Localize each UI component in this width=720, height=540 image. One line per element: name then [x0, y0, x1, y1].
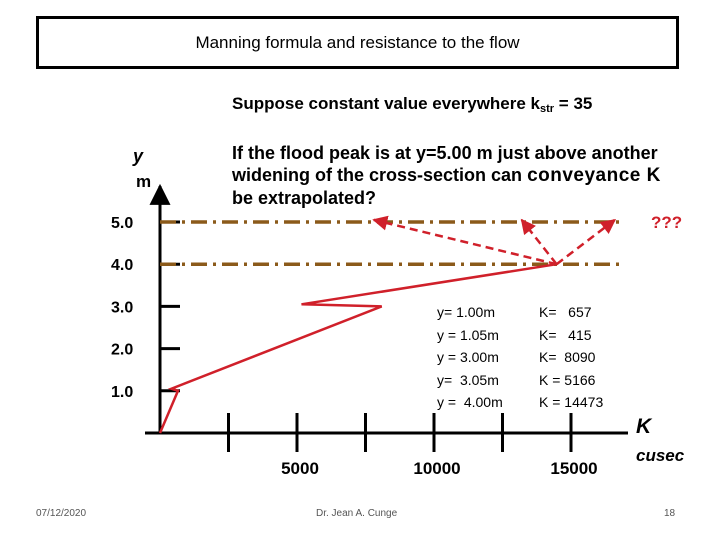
table-row: y = 3.00m K= 8090	[437, 346, 603, 369]
table-cell-k: K= 657	[539, 304, 592, 320]
series-line	[158, 262, 557, 434]
x-tick-label: 5000	[281, 459, 319, 478]
slide-title: Manning formula and resistance to the fl…	[36, 16, 679, 69]
assumption-subscript: str	[540, 103, 555, 115]
question-line-1: If the flood peak is at y=5.00 m just ab…	[232, 143, 658, 163]
table-cell-k: K = 14473	[539, 394, 604, 410]
y-axis-label-symbol: y	[132, 146, 144, 166]
table-cell-k: K = 5166	[539, 371, 596, 388]
extrapolation-arrow	[372, 215, 557, 266]
x-tick-label: 15000	[550, 459, 597, 478]
table-cell-y: y = 1.05m	[437, 326, 499, 343]
table-cell-k: K= 8090	[539, 349, 596, 365]
table-cell-y: y= 1.00m	[437, 304, 495, 320]
extrapolation-arrow	[520, 218, 558, 265]
table-row: y = 4.00m K = 14473	[437, 391, 603, 414]
question-marks-annotation: ???	[651, 213, 682, 232]
data-table: y= 1.00m K= 657 y = 1.05m K= 415 y = 3.00m…	[437, 301, 603, 414]
y-tick-label: 5.0	[111, 215, 133, 232]
footer-page-number: 18	[664, 508, 676, 519]
question-line-2-b: conveyance K	[527, 165, 661, 186]
y-tick-label: 3.0	[111, 299, 133, 316]
extrapolation-arrow	[555, 218, 617, 266]
footer-date: 07/12/2020	[36, 508, 87, 519]
footer-author: Dr. Jean A. Cunge	[316, 508, 398, 519]
table-row: y= 1.00m K= 657	[437, 301, 603, 324]
table-row: y = 1.05m K= 415	[437, 324, 603, 347]
slide-title-text: Manning formula and resistance to the fl…	[195, 32, 520, 52]
table-cell-y: y = 3.00m	[437, 349, 499, 365]
question-line-2: widening of the cross-section can convey…	[232, 164, 661, 187]
y-tick-label: 1.0	[111, 384, 133, 401]
assumption-text: Suppose constant value everywhere kstr =…	[232, 94, 592, 115]
table-row: y= 3.05m K = 5166	[437, 369, 603, 392]
y-tick-label: 2.0	[111, 342, 133, 359]
x-axis-label-unit: cusec	[636, 446, 685, 465]
question-text: If the flood peak is at y=5.00 m just ab…	[232, 142, 661, 209]
assumption-suffix: = 35	[554, 94, 593, 113]
table-cell-k: K= 415	[539, 326, 592, 343]
table-cell-y: y= 3.05m	[437, 371, 499, 388]
y-tick-label: 4.0	[111, 257, 133, 274]
x-axis-label-symbol: K	[636, 415, 653, 438]
table-cell-y: y = 4.00m	[437, 394, 503, 410]
question-line-2-a: widening of the cross-section can	[232, 165, 528, 185]
x-tick-label: 10000	[413, 459, 460, 478]
assumption-prefix: Suppose constant value everywhere k	[232, 94, 541, 113]
question-line-3: be extrapolated?	[232, 188, 377, 208]
y-axis-label-unit: m	[136, 172, 151, 191]
